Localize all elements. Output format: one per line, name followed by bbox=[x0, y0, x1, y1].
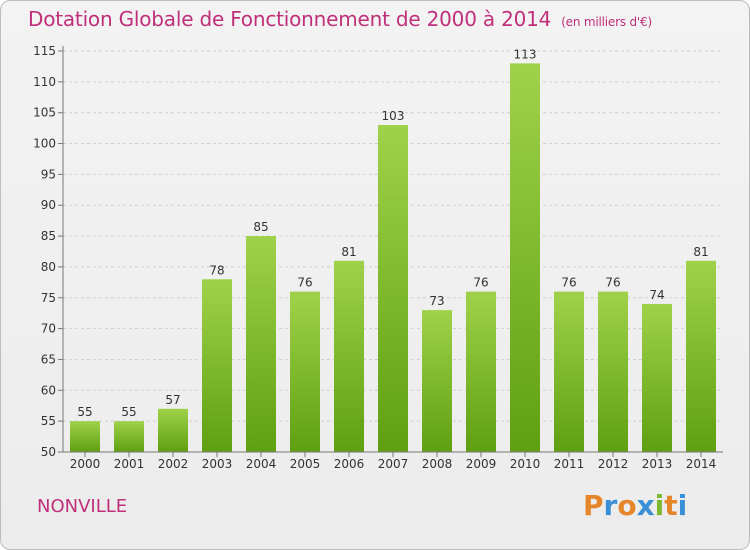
y-tick-label: 65 bbox=[41, 352, 56, 366]
logo-letter: i bbox=[677, 489, 688, 522]
data-label: 57 bbox=[165, 393, 180, 407]
data-label: 78 bbox=[209, 263, 224, 277]
data-label: 81 bbox=[341, 245, 356, 259]
chart-title: Dotation Globale de Fonctionnement de 20… bbox=[28, 7, 652, 31]
bar-2004 bbox=[246, 236, 276, 452]
bar-2003 bbox=[202, 279, 232, 452]
bar-2006 bbox=[334, 260, 364, 452]
bar-2012 bbox=[598, 291, 628, 452]
y-tick-label: 100 bbox=[33, 137, 56, 151]
x-tick-label: 2013 bbox=[642, 457, 673, 471]
data-label: 76 bbox=[297, 276, 312, 290]
commune-name: NONVILLE bbox=[37, 496, 128, 517]
x-tick-label: 2005 bbox=[290, 457, 321, 471]
y-tick-label: 55 bbox=[41, 414, 56, 428]
data-label: 81 bbox=[693, 245, 708, 259]
logo-letter: r bbox=[603, 489, 618, 522]
y-tick-label: 90 bbox=[41, 198, 56, 212]
y-tick-label: 75 bbox=[41, 291, 56, 305]
bar-2005 bbox=[290, 291, 320, 452]
data-label: 55 bbox=[77, 405, 92, 419]
data-label: 76 bbox=[473, 276, 488, 290]
bar-2014 bbox=[686, 260, 716, 452]
x-tick-label: 2009 bbox=[466, 457, 497, 471]
y-tick-label: 70 bbox=[41, 322, 56, 336]
y-tick-label: 110 bbox=[33, 75, 56, 89]
y-tick-label: 85 bbox=[41, 229, 56, 243]
x-tick-label: 2008 bbox=[422, 457, 453, 471]
y-tick-label: 105 bbox=[33, 106, 56, 120]
x-tick-label: 2001 bbox=[114, 457, 145, 471]
bar-2009 bbox=[466, 291, 496, 452]
data-label: 76 bbox=[561, 276, 576, 290]
logo-letter: t bbox=[664, 489, 678, 522]
y-tick-label: 95 bbox=[41, 167, 56, 181]
x-tick-label: 2012 bbox=[598, 457, 629, 471]
bar-2000 bbox=[70, 421, 100, 452]
logo-letter: o bbox=[617, 489, 637, 522]
chart-subtitle: (en milliers d'€) bbox=[561, 15, 652, 29]
bar-2010 bbox=[510, 63, 540, 452]
data-label: 76 bbox=[605, 276, 620, 290]
x-tick-label: 2006 bbox=[334, 457, 365, 471]
bar-2007 bbox=[378, 125, 408, 453]
x-tick-label: 2014 bbox=[686, 457, 717, 471]
x-tick-label: 2010 bbox=[510, 457, 541, 471]
logo-letter: x bbox=[636, 489, 655, 522]
x-tick-label: 2003 bbox=[202, 457, 233, 471]
x-tick-label: 2004 bbox=[246, 457, 277, 471]
y-tick-label: 80 bbox=[41, 260, 56, 274]
data-label: 85 bbox=[253, 220, 268, 234]
data-label: 74 bbox=[649, 288, 664, 302]
bar-2002 bbox=[158, 408, 188, 452]
logo-letter: P bbox=[583, 489, 604, 522]
logo-letter: i bbox=[654, 489, 665, 522]
proxiti-logo: Proxiti bbox=[583, 489, 687, 522]
y-tick-label: 115 bbox=[33, 44, 56, 58]
x-tick-label: 2011 bbox=[554, 457, 585, 471]
bar-2008 bbox=[422, 310, 452, 452]
bar-2001 bbox=[114, 421, 144, 452]
y-tick-label: 50 bbox=[41, 445, 56, 459]
data-label: 103 bbox=[382, 109, 405, 123]
x-tick-label: 2007 bbox=[378, 457, 409, 471]
data-label: 73 bbox=[429, 294, 444, 308]
data-label: 55 bbox=[121, 405, 136, 419]
y-tick-label: 60 bbox=[41, 383, 56, 397]
x-tick-label: 2002 bbox=[158, 457, 189, 471]
data-label: 113 bbox=[514, 47, 537, 61]
bar-2011 bbox=[554, 291, 584, 452]
bar-2013 bbox=[642, 303, 672, 452]
x-tick-label: 2000 bbox=[70, 457, 101, 471]
